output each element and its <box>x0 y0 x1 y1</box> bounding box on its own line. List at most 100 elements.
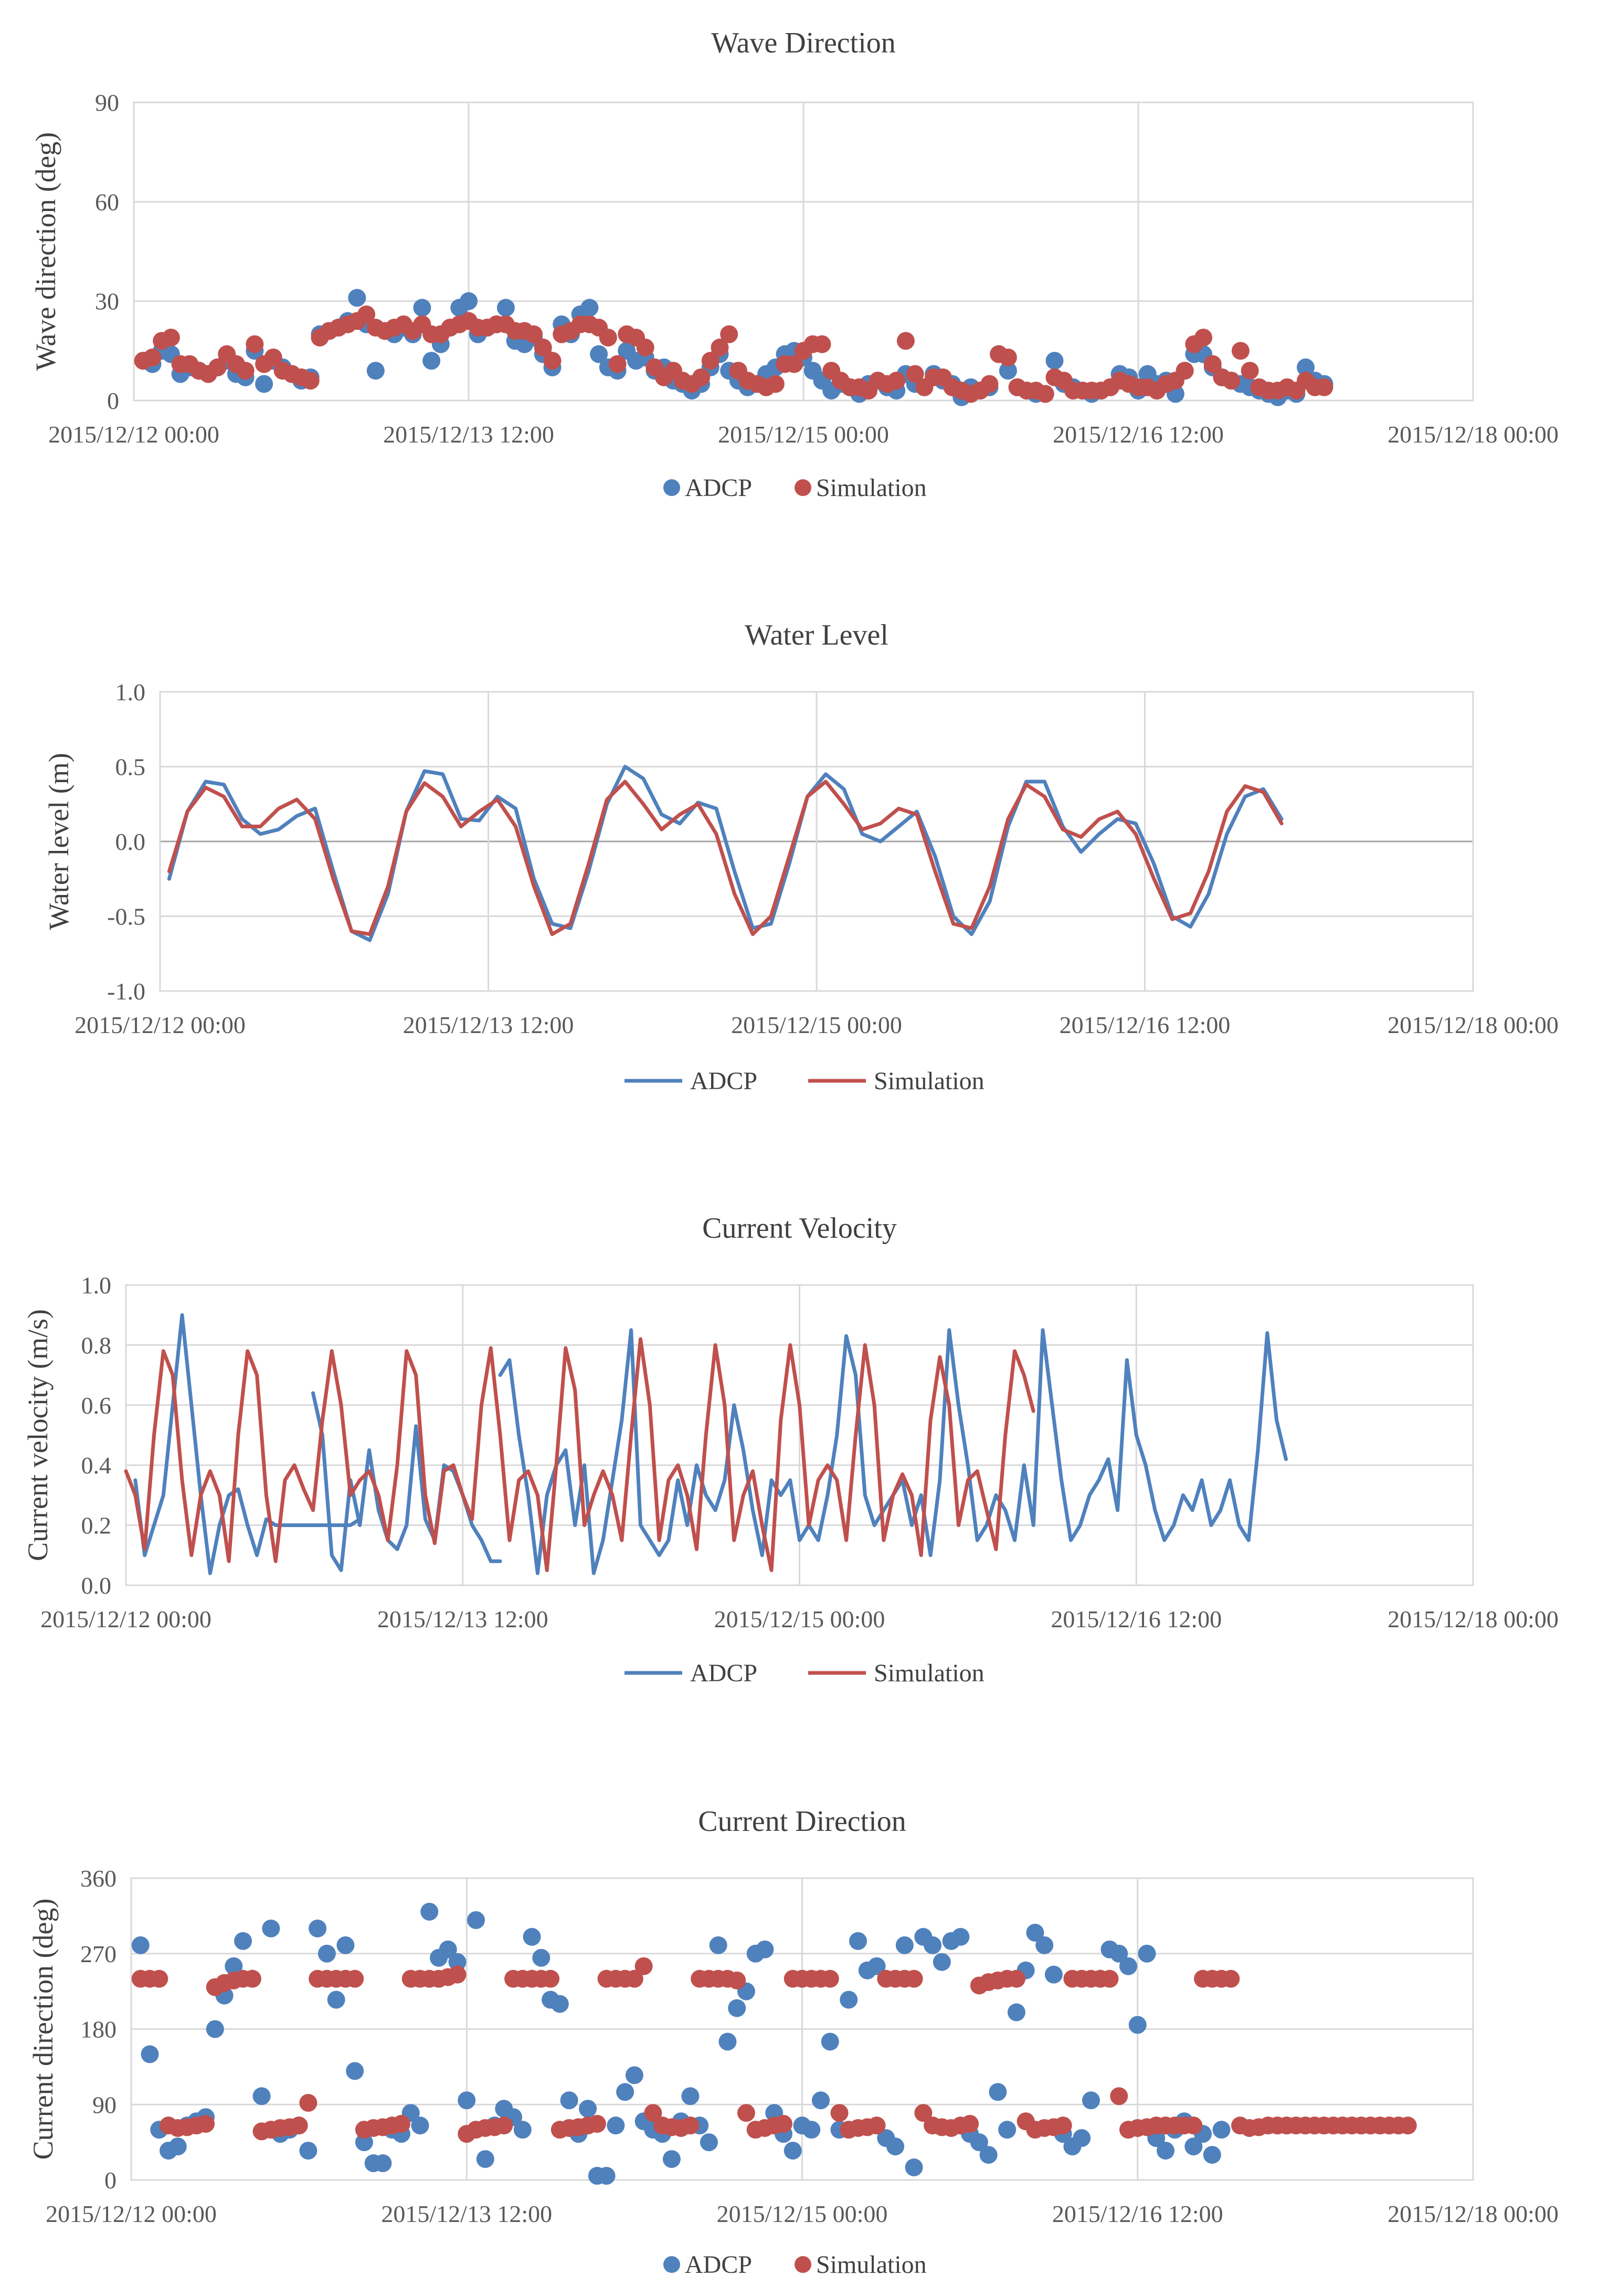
data-point-adcp <box>168 2137 187 2156</box>
y-tick-label: 0.4 <box>81 1452 112 1479</box>
data-point-adcp <box>580 299 599 317</box>
series-line-simulation <box>167 780 1284 936</box>
x-tick-label: 2015/12/13 12:00 <box>377 1606 548 1633</box>
x-tick-label: 2015/12/13 12:00 <box>381 2200 552 2227</box>
y-tick-label: 0.8 <box>81 1332 112 1358</box>
plot-frame <box>125 1284 1474 1586</box>
y-tick-label: 90 <box>95 89 119 116</box>
data-point-adcp <box>784 2142 802 2160</box>
x-tick-label: 2015/12/16 12:00 <box>1051 1606 1222 1633</box>
data-point-simulation <box>896 332 915 350</box>
y-axis-label: Wave direction (deg) <box>30 132 61 371</box>
data-point-adcp <box>662 2150 681 2168</box>
data-point-simulation <box>290 2116 308 2135</box>
data-point-adcp <box>309 1919 327 1937</box>
legend-marker-adcp <box>663 479 680 496</box>
data-point-adcp <box>523 1928 541 1946</box>
y-tick-label: 0 <box>107 387 119 414</box>
y-tick-label: 0.0 <box>115 828 146 855</box>
data-point-simulation <box>1184 2116 1203 2135</box>
data-point-adcp <box>336 1936 355 1954</box>
data-point-simulation <box>1100 1969 1119 1988</box>
series-line-adcp <box>133 1313 362 1575</box>
data-point-adcp <box>1138 1944 1156 1963</box>
data-point-adcp <box>951 1928 970 1946</box>
data-point-adcp <box>467 1911 485 1929</box>
data-point-adcp <box>998 2121 1017 2139</box>
data-point-adcp <box>718 2032 737 2051</box>
data-point-adcp <box>709 1936 727 1954</box>
data-point-simulation <box>236 362 255 380</box>
data-point-adcp <box>411 2116 429 2135</box>
data-point-simulation <box>495 2116 513 2135</box>
x-tick-label: 2015/12/15 00:00 <box>718 421 889 448</box>
y-tick-label: 0 <box>104 2167 117 2194</box>
x-tick-label: 2015/12/18 00:00 <box>1388 2200 1559 2227</box>
y-tick-label: 60 <box>95 188 119 215</box>
data-point-adcp <box>532 1949 551 1967</box>
data-point-adcp <box>607 2116 625 2135</box>
data-point-adcp <box>999 362 1017 380</box>
data-point-adcp <box>346 2062 364 2080</box>
data-point-adcp <box>234 1932 252 1950</box>
data-point-simulation <box>543 352 562 370</box>
data-point-adcp <box>458 2091 476 2110</box>
data-point-simulation <box>1315 378 1333 396</box>
data-point-adcp <box>366 362 385 380</box>
data-point-simulation <box>346 1969 364 1988</box>
data-point-simulation <box>525 325 543 343</box>
legend: ADCP Simulation <box>624 1067 985 1095</box>
data-point-simulation <box>599 329 617 347</box>
y-tick-label: 90 <box>92 2091 117 2118</box>
x-tick-label: 2015/12/18 00:00 <box>1388 421 1559 448</box>
data-point-adcp <box>252 2087 271 2105</box>
data-point-simulation <box>728 1971 746 1989</box>
x-tick-label: 2015/12/15 00:00 <box>714 1606 885 1633</box>
data-point-simulation <box>301 372 320 390</box>
data-point-adcp <box>1007 2003 1025 2021</box>
data-point-adcp <box>1045 352 1064 370</box>
data-point-adcp <box>1044 1965 1063 1984</box>
data-point-simulation <box>246 335 264 353</box>
y-axis-label: Current velocity (m/s) <box>22 1309 54 1561</box>
data-point-adcp <box>1297 358 1315 376</box>
chart-4: Current Direction 0 90 180 270 360 2015/12/12 … <box>27 1805 1559 2279</box>
data-point-adcp <box>821 2032 839 2051</box>
data-point-simulation <box>243 1969 261 1988</box>
legend: ADCP Simulation <box>624 1659 985 1687</box>
legend-label-adcp: ADCP <box>690 1067 757 1095</box>
data-point-adcp <box>625 2066 643 2084</box>
data-point-simulation <box>357 305 376 323</box>
y-axis-label: Water level (m) <box>43 753 75 930</box>
data-point-adcp <box>420 1902 439 1921</box>
data-point-simulation <box>1222 1969 1240 1988</box>
data-point-simulation <box>737 2104 755 2122</box>
data-point-simulation <box>961 2114 979 2133</box>
legend-label-adcp: ADCP <box>685 474 752 502</box>
data-point-adcp <box>849 1932 867 1950</box>
data-point-adcp <box>1157 2142 1175 2160</box>
y-tick-label: -0.5 <box>107 903 145 930</box>
data-point-simulation <box>701 352 719 370</box>
y-tick-label: 0.6 <box>81 1392 112 1419</box>
data-point-simulation <box>534 339 552 357</box>
data-point-simulation <box>1203 355 1222 373</box>
data-point-simulation <box>1176 362 1194 380</box>
data-point-simulation <box>162 329 180 347</box>
x-tick-label: 2015/12/12 00:00 <box>46 2200 217 2227</box>
data-point-adcp <box>413 299 431 317</box>
chart-3: Current Velocity 0.0 0.2 0.4 0.6 0.8 1.0 2015/1… <box>22 1212 1559 1687</box>
data-point-adcp <box>1035 1936 1054 1954</box>
chart-title: Current Direction <box>698 1805 906 1838</box>
data-point-simulation <box>821 1969 839 1988</box>
data-point-simulation <box>999 348 1017 366</box>
data-point-adcp <box>970 2133 988 2152</box>
chart-title: Water Level <box>745 619 888 651</box>
data-point-simulation <box>636 339 654 357</box>
data-point-simulation <box>681 2116 700 2135</box>
data-point-adcp <box>756 1940 774 1958</box>
data-point-adcp <box>131 1936 150 1954</box>
data-point-simulation <box>634 1957 653 1975</box>
data-point-simulation <box>774 2114 792 2133</box>
x-tick-label: 2015/12/15 00:00 <box>717 2200 888 2227</box>
